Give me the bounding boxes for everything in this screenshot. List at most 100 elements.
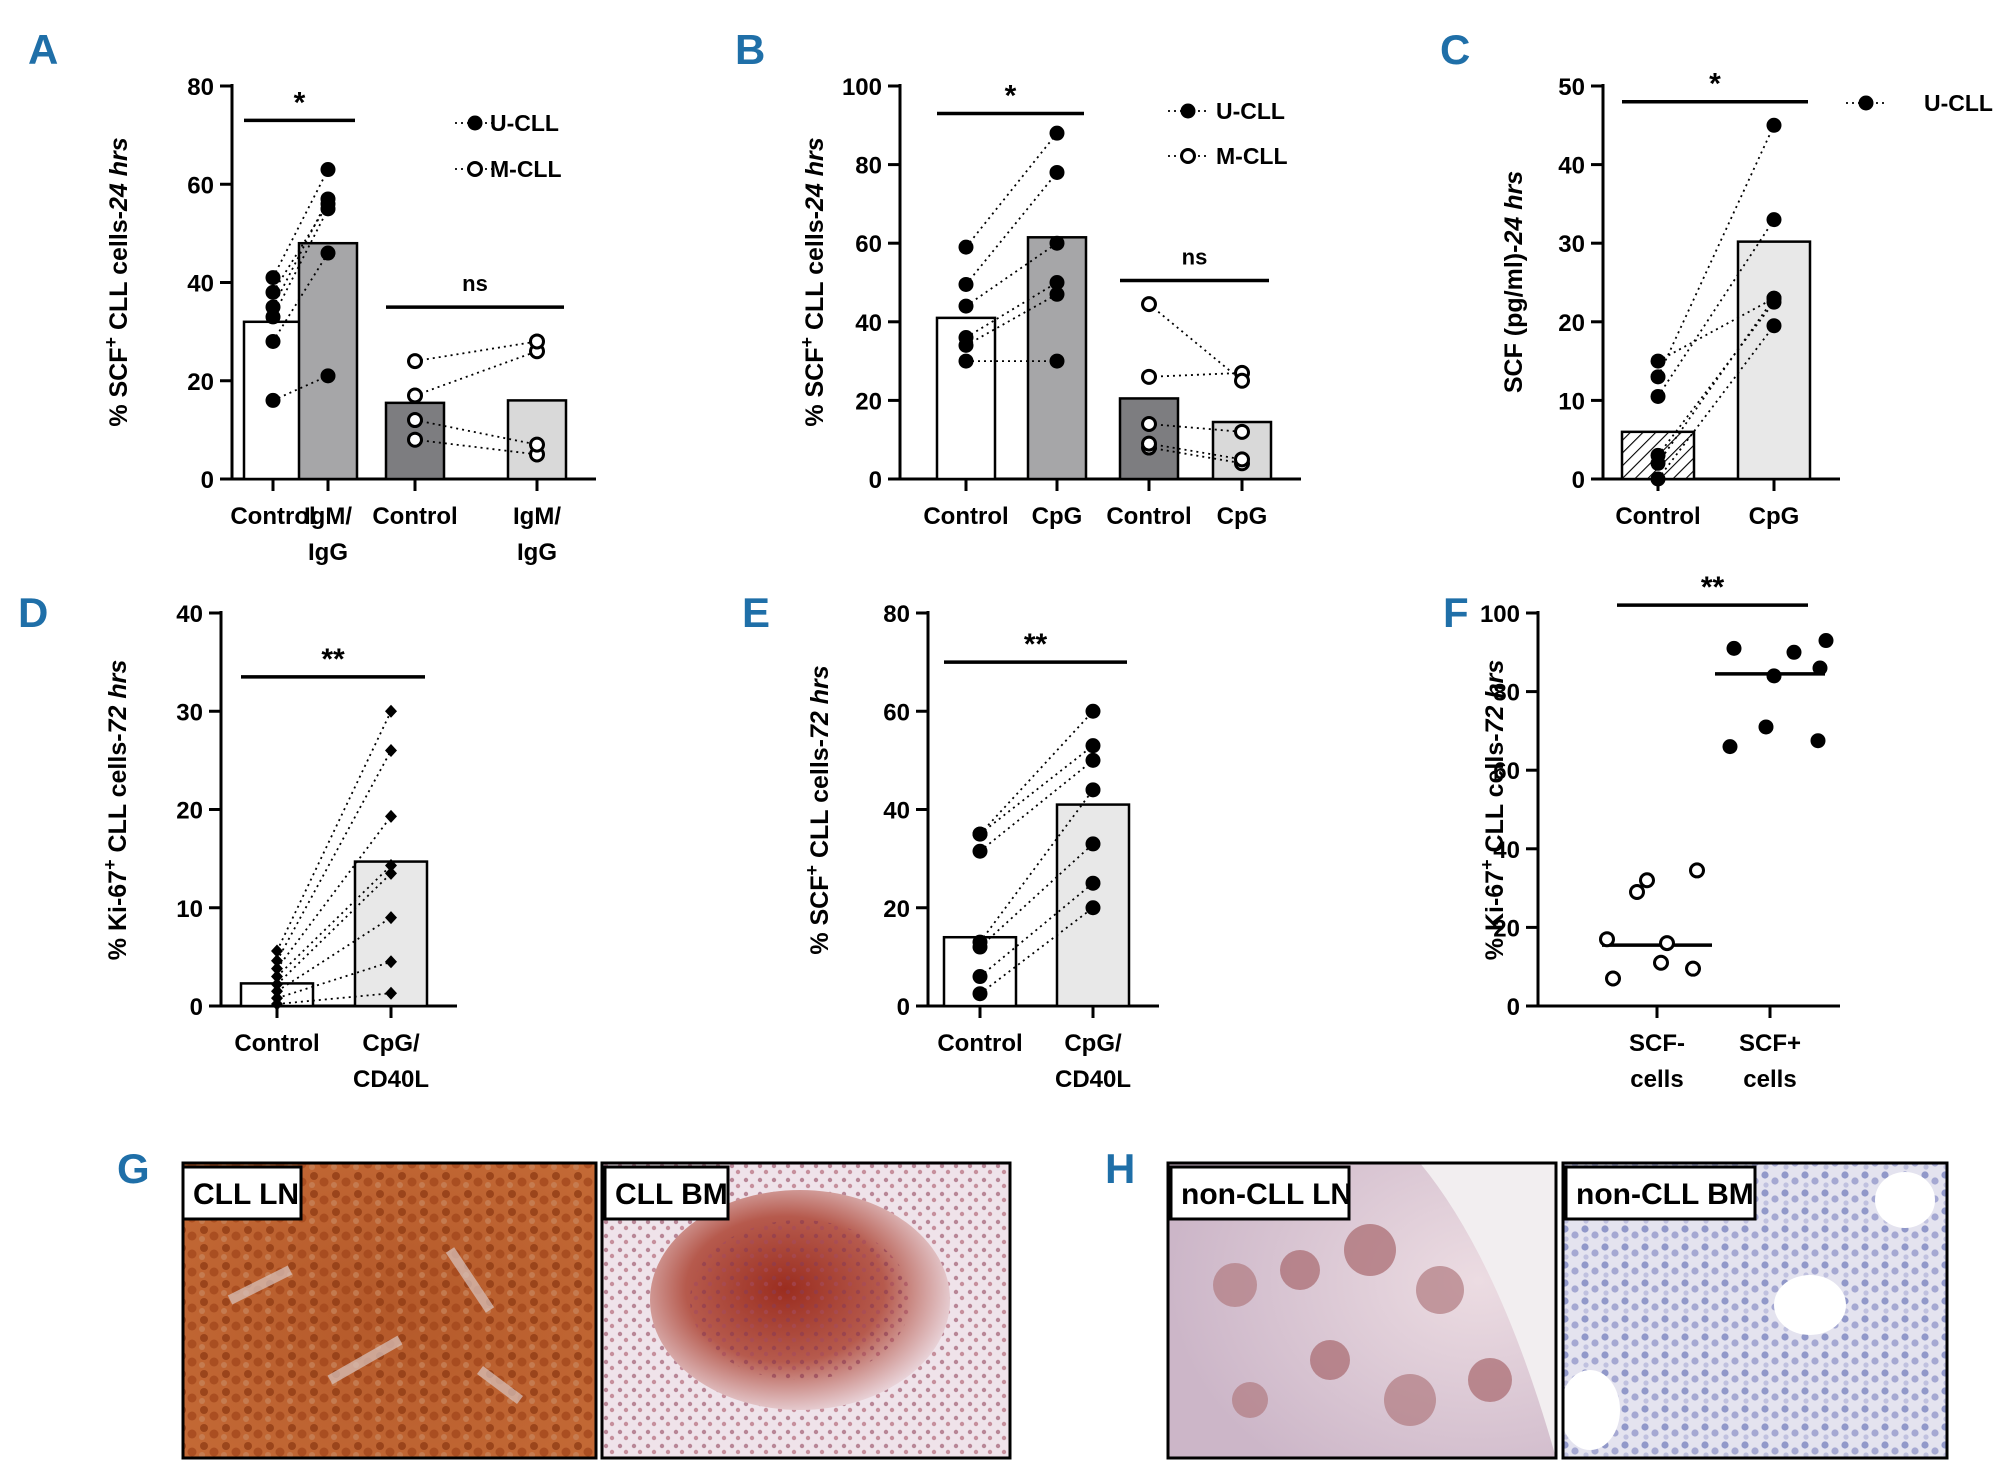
x-category-label: Control [1106,503,1191,530]
chart-e: 0 20 40 60 80 % SCF+ CLL cells-72 hrs Control C… [802,601,1159,1093]
data-point [385,809,397,823]
legend-marker [1180,103,1196,119]
pair-line [979,710,1094,835]
data-point [320,196,336,212]
bar [353,860,429,1008]
bar [297,241,359,481]
data-point [385,955,397,969]
data-point [407,387,423,404]
data-point [1766,212,1782,228]
data-point [385,986,397,1000]
pair-line [414,419,538,446]
y-tick-label: 0 [1507,994,1520,1021]
pair-line [965,132,1058,248]
y-tick-label: 40 [855,310,882,337]
y-tick-label: 30 [1558,231,1585,258]
y-tick-label: 60 [883,699,910,726]
x-category-label: CpG/ [362,1030,420,1057]
legend-label: M-CLL [1216,143,1288,169]
data-point [529,436,545,453]
y-tick-label: 40 [187,271,214,298]
x-category-label: cells [1743,1066,1796,1093]
data-point [1766,290,1782,306]
data-point [1766,668,1782,684]
data-point [1722,739,1738,755]
x-category-label: Control [923,503,1008,530]
legend-label: U-CLL [1924,90,1993,116]
y-tick-label: 10 [1558,388,1585,415]
pair-line [1657,297,1775,464]
x-category-label: CD40L [353,1066,429,1093]
y-tick-label: 10 [176,896,203,923]
y-tick-label: 0 [897,994,910,1021]
data-point [972,843,988,859]
data-point [407,412,423,429]
x-category-label: cells [1630,1066,1683,1093]
x-category-label: CpG [1032,503,1083,530]
pair-line [276,916,392,993]
chart-f: 0 20 40 60 80 100 % Ki-67+ CLL cells-72 hrs SCF… [1477,571,1840,1093]
y-tick-label: 0 [190,994,203,1021]
data-point [1689,862,1705,879]
pair-line [272,198,329,308]
y-tick-label: 60 [187,172,214,199]
y-tick-label: 60 [1493,758,1520,785]
data-point [385,911,397,925]
y-axis-label: % Ki-67+ CLL cells-72 hrs [1477,660,1509,961]
pair-line [1657,297,1775,362]
data-point [1049,275,1065,290]
data-point [385,744,397,758]
chart-d: 0 10 20 30 40 % Ki-67+ CLL cells-72 hrs Contro… [100,601,457,1093]
pair-line [272,169,329,278]
y-tick-label: 80 [855,153,882,180]
y-tick-label: 40 [176,601,203,628]
data-point [320,368,336,384]
data-point [1141,435,1157,452]
data-point [1650,471,1666,487]
data-point [1758,719,1774,735]
x-category-label: CpG [1749,503,1800,530]
y-tick-label: 50 [1558,74,1585,101]
y-axis-label: % SCF+ CLL cells-24 hrs [101,137,133,426]
pair-line [414,340,538,362]
y-tick-label: 20 [187,369,214,396]
pair-line [414,350,538,397]
pair-line [1148,371,1243,378]
data-point [1085,752,1101,768]
data-point [1685,960,1701,977]
data-point [1141,415,1157,432]
y-tick-label: 20 [176,798,203,825]
data-point [265,270,281,286]
chart-b: 0 20 40 60 80 100 % SCF+ CLL cells-24 hrs Contr… [797,74,1301,530]
data-point [1085,782,1101,798]
data-point [271,991,283,1005]
data-point [407,353,423,370]
data-point [1653,954,1669,971]
data-point [1810,733,1826,749]
data-point [1141,296,1157,313]
data-point [385,859,397,873]
data-point [1085,738,1101,754]
x-category-label: Control [230,503,315,530]
data-point [1650,388,1666,404]
pair-line [272,208,329,318]
significance-label: ns [462,271,488,296]
y-tick-label: 0 [1572,467,1585,494]
significance-label: * [1005,80,1017,113]
data-point [1085,900,1101,916]
y-tick-label: 20 [883,896,910,923]
significance-label: * [294,86,306,119]
data-point [972,826,988,842]
data-point [1726,640,1742,656]
pair-line [979,759,1094,852]
legend-marker [467,115,483,131]
x-category-label: CpG [1217,503,1268,530]
legend-label: M-CLL [490,156,562,182]
data-point [1659,935,1675,952]
legend-label: U-CLL [490,110,559,136]
x-category-label: CD40L [1055,1066,1131,1093]
micrograph-cll-bm: CLL BM [600,1161,1012,1460]
data-point [1650,447,1666,463]
data-point [271,984,283,998]
